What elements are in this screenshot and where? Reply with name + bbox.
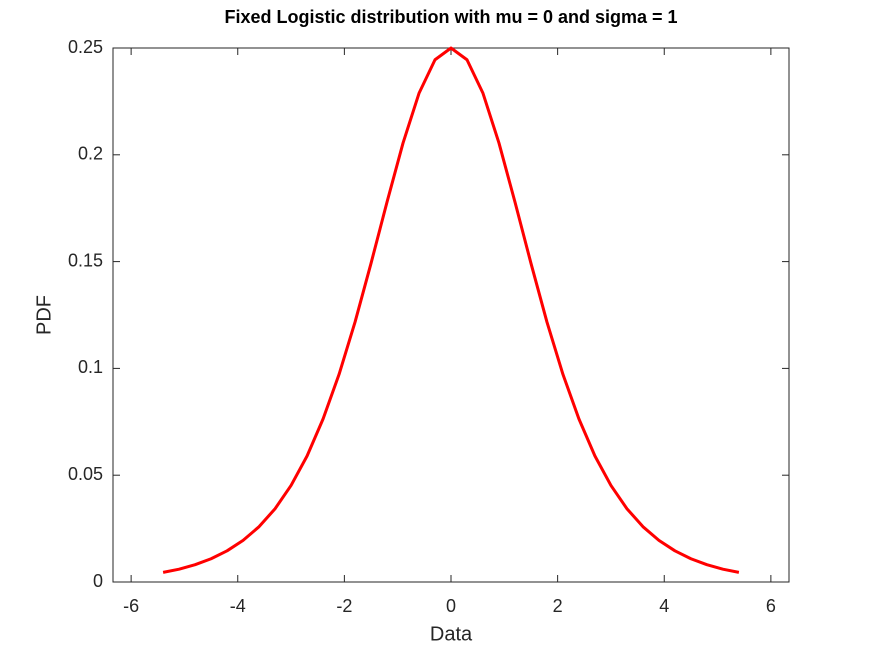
y-tick-label: 0.2 xyxy=(78,144,103,164)
x-tick-label: 2 xyxy=(553,596,563,616)
x-tick-label: -6 xyxy=(123,596,139,616)
x-tick-label: 4 xyxy=(659,596,669,616)
plot-frame xyxy=(112,47,790,583)
y-tick-label: 0.25 xyxy=(68,37,103,57)
y-tick-label: 0 xyxy=(93,571,103,591)
x-tick-label: -4 xyxy=(230,596,246,616)
y-tick-label: 0.05 xyxy=(68,464,103,484)
x-tick-label: -2 xyxy=(336,596,352,616)
line xyxy=(162,46,740,574)
x-axis-label: Data xyxy=(430,623,473,645)
y-tick-label: 0.15 xyxy=(68,250,103,270)
x-tick-label: 6 xyxy=(766,596,776,616)
y-tick-label: 0.1 xyxy=(78,357,103,377)
y-axis-label: PDF xyxy=(33,295,55,335)
chart-title: Fixed Logistic distribution with mu = 0 … xyxy=(224,7,677,27)
x-tick-label: 0 xyxy=(446,596,456,616)
